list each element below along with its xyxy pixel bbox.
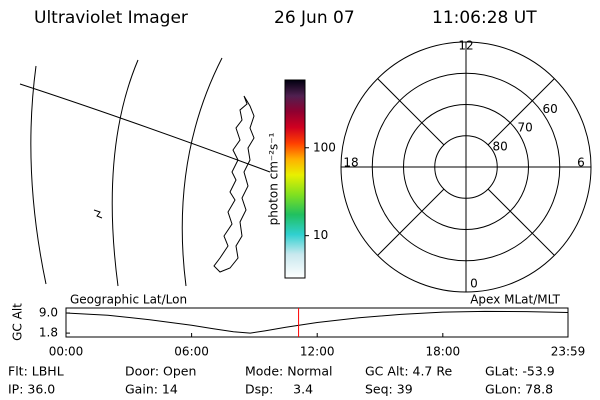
- title: Ultraviolet Imager: [34, 8, 188, 28]
- status-field: GLon: 78.8: [485, 382, 553, 397]
- x-tick-label: 06:00: [174, 345, 209, 359]
- x-tick-label: 23:59: [551, 345, 586, 359]
- time: 11:06:28 UT: [432, 8, 537, 28]
- status-field: Flt: LBHL: [8, 364, 64, 379]
- polar-mlt-label: 18: [343, 156, 358, 170]
- x-tick-label: 00:00: [49, 345, 84, 359]
- polar-mlt-label: 0: [470, 277, 478, 291]
- footer: Flt: LBHL Door: Open Mode: Normal GC Alt: 4…: [8, 364, 555, 397]
- polar-diagonal: [377, 78, 445, 146]
- x-tick-label: 12:00: [300, 345, 335, 359]
- colorbar-label: photon cm⁻²s⁻¹: [267, 132, 281, 225]
- status-field: Gain: 14: [125, 382, 178, 397]
- polar-diagonal: [487, 188, 555, 256]
- colorbar: [284, 79, 306, 279]
- annotation: Apex MLat/MLT: [470, 293, 560, 307]
- colorbar-tick-label: 10: [313, 228, 328, 242]
- status-field: Dsp: 3.4: [245, 382, 313, 397]
- polar-diagonal: [377, 188, 445, 256]
- polar-mlt-label: 12: [458, 39, 473, 53]
- polar-diagonal: [487, 78, 555, 146]
- y-axis-label: GC Alt: [11, 303, 25, 341]
- polar-ring-label: 60: [542, 102, 557, 116]
- y-tick-label: 1.8: [39, 326, 58, 340]
- polar-ring-label: 80: [493, 139, 508, 153]
- status-field: GC Alt: 4.7 Re: [365, 364, 452, 379]
- polar-mlt-label: 6: [577, 156, 585, 170]
- y-tick-label: 9.0: [39, 306, 58, 320]
- altitude-line: [65, 310, 569, 334]
- status-field: Seq: 39: [365, 382, 413, 397]
- x-tick-label: 18:00: [426, 345, 461, 359]
- status-field: Mode: Normal: [245, 364, 332, 379]
- colorbar-tick-label: 100: [313, 140, 336, 154]
- polar-ring-label: 70: [518, 121, 533, 135]
- status-field: GLat: -53.9: [485, 364, 555, 379]
- status-field: Door: Open: [125, 364, 196, 379]
- annotation: Geographic Lat/Lon: [70, 293, 187, 307]
- status-field: IP: 36.0: [8, 382, 55, 397]
- map: [19, 57, 271, 287]
- date: 26 Jun 07: [274, 8, 355, 28]
